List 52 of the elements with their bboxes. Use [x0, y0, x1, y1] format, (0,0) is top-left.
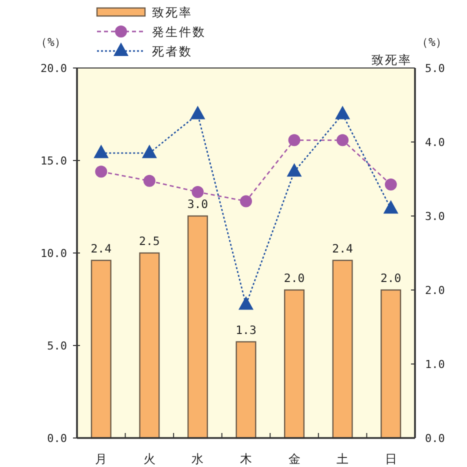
data-label: 3.0	[187, 197, 208, 211]
x-tick-label: 水	[192, 452, 204, 466]
x-tick-label: 金	[288, 452, 300, 466]
bar	[332, 260, 353, 439]
point	[95, 166, 108, 178]
legend-label: 致死率	[152, 6, 192, 20]
point	[240, 195, 252, 208]
y-tick-label: 0.0	[47, 432, 67, 445]
point	[286, 163, 302, 177]
x-tick-label: 月	[95, 452, 108, 466]
data-label: 2.4	[332, 241, 354, 256]
point	[142, 144, 157, 158]
y2-tick-label: 3.0	[425, 210, 445, 223]
data-label: 1.3	[236, 322, 256, 337]
bar	[380, 289, 402, 439]
x-tick-label: 火	[143, 452, 156, 466]
point	[190, 106, 206, 120]
point	[384, 178, 397, 191]
y-tick-label: 20.0	[40, 62, 67, 75]
legend-label: 死者数	[152, 44, 192, 58]
bar	[90, 260, 112, 439]
x-tick-label: 土	[336, 452, 349, 466]
point	[192, 186, 204, 198]
point	[336, 134, 349, 146]
point	[383, 200, 398, 214]
y2-tick-label: 2.0	[425, 284, 445, 297]
point	[238, 296, 254, 310]
bar	[139, 252, 160, 439]
y2-tick-label: 4.0	[425, 136, 445, 149]
y-tick-label: 15.0	[40, 154, 67, 168]
y2-tick-label: 1.0	[425, 358, 445, 371]
y2-tick-label: 0.0	[425, 432, 445, 445]
point	[288, 134, 300, 146]
x-tick-label: 日	[384, 452, 397, 466]
y2-axis-title: （%）	[416, 35, 448, 49]
bar	[187, 215, 208, 439]
y-tick-label: 5.0	[47, 340, 67, 352]
data-label: 2.4	[90, 241, 112, 256]
data-label: 2.0	[284, 271, 305, 285]
y2-tick-label: 5.0	[425, 62, 445, 75]
point	[335, 106, 350, 120]
legend-label: 発生件数	[152, 25, 206, 39]
point	[143, 174, 156, 187]
y-axis-title: （%）	[36, 35, 66, 49]
bar	[284, 289, 305, 439]
y-tick-label: 10.0	[40, 247, 67, 260]
bar	[236, 341, 256, 439]
point	[94, 144, 109, 158]
data-label: 2.0	[380, 271, 402, 285]
text: 致死率	[372, 53, 412, 67]
data-label: 2.5	[139, 234, 160, 248]
x-tick-label: 木	[240, 452, 252, 466]
